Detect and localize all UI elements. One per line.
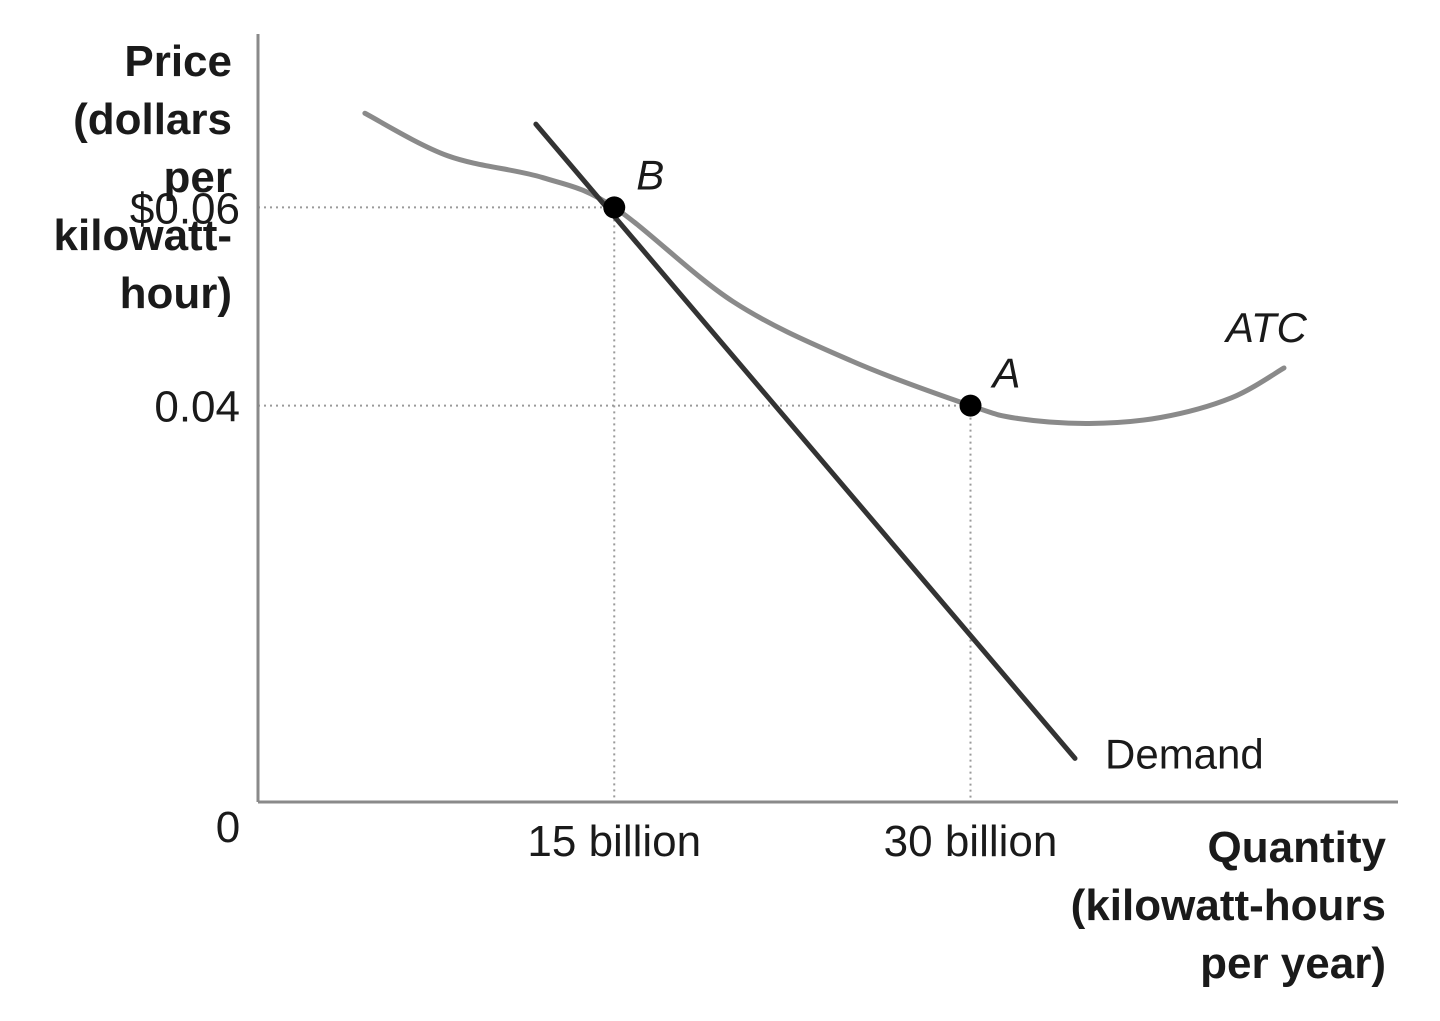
y-axis-title-line-0: Price xyxy=(124,37,232,86)
x-tick-label-0: 15 billion xyxy=(527,817,701,866)
point-b xyxy=(603,196,626,219)
y-axis-title-line-2: per xyxy=(164,153,232,202)
y-axis-title-line-3: kilowatt- xyxy=(54,211,232,260)
origin-label: 0 xyxy=(216,803,240,852)
x-tick-label-1: 30 billion xyxy=(884,817,1058,866)
y-tick-label-0: $0.06 xyxy=(130,184,240,233)
y-axis-title: Price (dollars per kilowatt-hour) xyxy=(54,37,232,318)
atc-series-label: ATC xyxy=(1223,304,1308,351)
point-label-b: B xyxy=(636,151,664,198)
atc-curve xyxy=(362,110,1287,426)
y-axis-title-line-1: (dollars xyxy=(73,95,232,144)
x-axis-title-line-1: (kilowatt-hours xyxy=(1071,881,1386,930)
demand-series-label: Demand xyxy=(1105,730,1264,777)
demand-line xyxy=(533,121,1078,761)
y-axis-title-line-4: hour) xyxy=(120,269,232,318)
y-tick-label-1: 0.04 xyxy=(154,383,240,432)
x-axis-title-line-2: per year) xyxy=(1200,939,1386,988)
x-axis-title: Quantity (kilowatt-hours per year) xyxy=(1071,823,1387,988)
point-label-a: A xyxy=(990,350,1021,397)
point-a xyxy=(959,394,982,417)
x-axis-title-line-0: Quantity xyxy=(1208,823,1387,872)
